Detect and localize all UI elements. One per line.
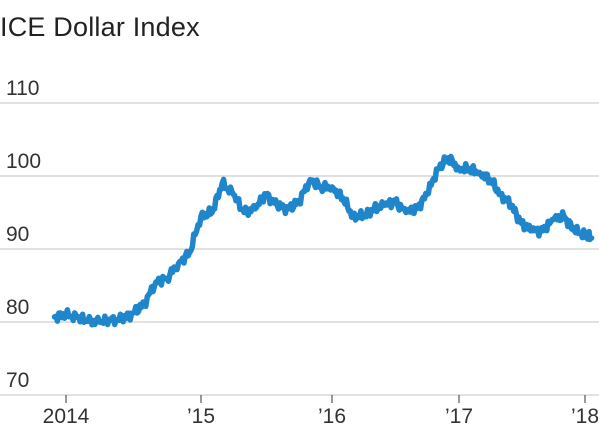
y-tick-label-110: 110 [6, 77, 39, 100]
x-tick-label: ’16 [318, 405, 346, 428]
y-tick-label-80: 80 [6, 296, 29, 319]
line-layer [51, 153, 595, 328]
x-tick-label: ’15 [187, 405, 215, 428]
x-tick-label: 2014 [43, 405, 90, 428]
y-tick-label-90: 90 [6, 223, 29, 246]
y-tick-label-70: 70 [6, 369, 29, 392]
chart-title: ICE Dollar Index [0, 12, 200, 42]
series-line [51, 153, 595, 328]
y-tick-label-100: 100 [6, 150, 41, 173]
x-axis: 2014 ’15 ’16 ’17 ’18 [43, 395, 599, 428]
x-tick-label: ’17 [445, 405, 473, 428]
x-tick-label: ’18 [571, 405, 599, 428]
grid-layer: 70 80 90 100 110 [0, 77, 599, 396]
